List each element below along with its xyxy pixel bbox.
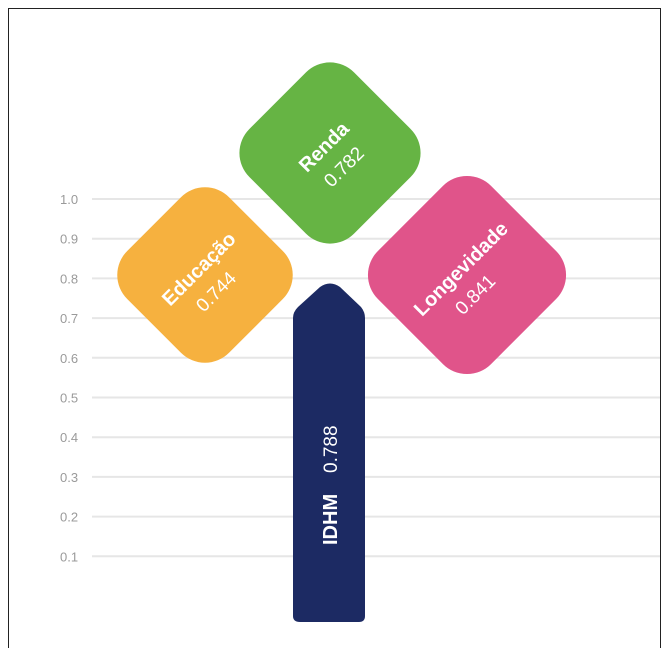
- y-tick-label: 0.7: [60, 311, 78, 326]
- y-tick-label: 0.9: [60, 232, 78, 247]
- y-tick-label: 0.1: [60, 549, 78, 564]
- petal-renda-shape: [239, 62, 421, 244]
- y-tick-label: 0.8: [60, 271, 78, 286]
- stem-idhm: IDHM 0.788: [293, 283, 365, 622]
- petal-longevidade: Longevidade 0.841: [367, 175, 567, 375]
- y-tick-label: 0.3: [60, 470, 78, 485]
- y-tick-label: 1.0: [60, 192, 78, 207]
- petal-educacao: Educação 0.744: [117, 187, 293, 363]
- stem-label: IDHM: [320, 494, 342, 545]
- y-tick-label: 0.2: [60, 510, 78, 525]
- stem-value: 0.788: [321, 425, 342, 473]
- petal-renda: Renda 0.782: [239, 62, 421, 244]
- petal-longevidade-shape: [367, 175, 567, 375]
- petal-educacao-shape: [117, 187, 293, 363]
- y-tick-label: 0.6: [60, 351, 78, 366]
- y-tick-label: 0.5: [60, 391, 78, 406]
- stem-bar: [293, 283, 365, 622]
- y-axis-ticks: 1.0 0.9 0.8 0.7 0.6 0.5 0.4 0.3 0.2 0.1: [60, 192, 78, 564]
- y-tick-label: 0.4: [60, 430, 78, 445]
